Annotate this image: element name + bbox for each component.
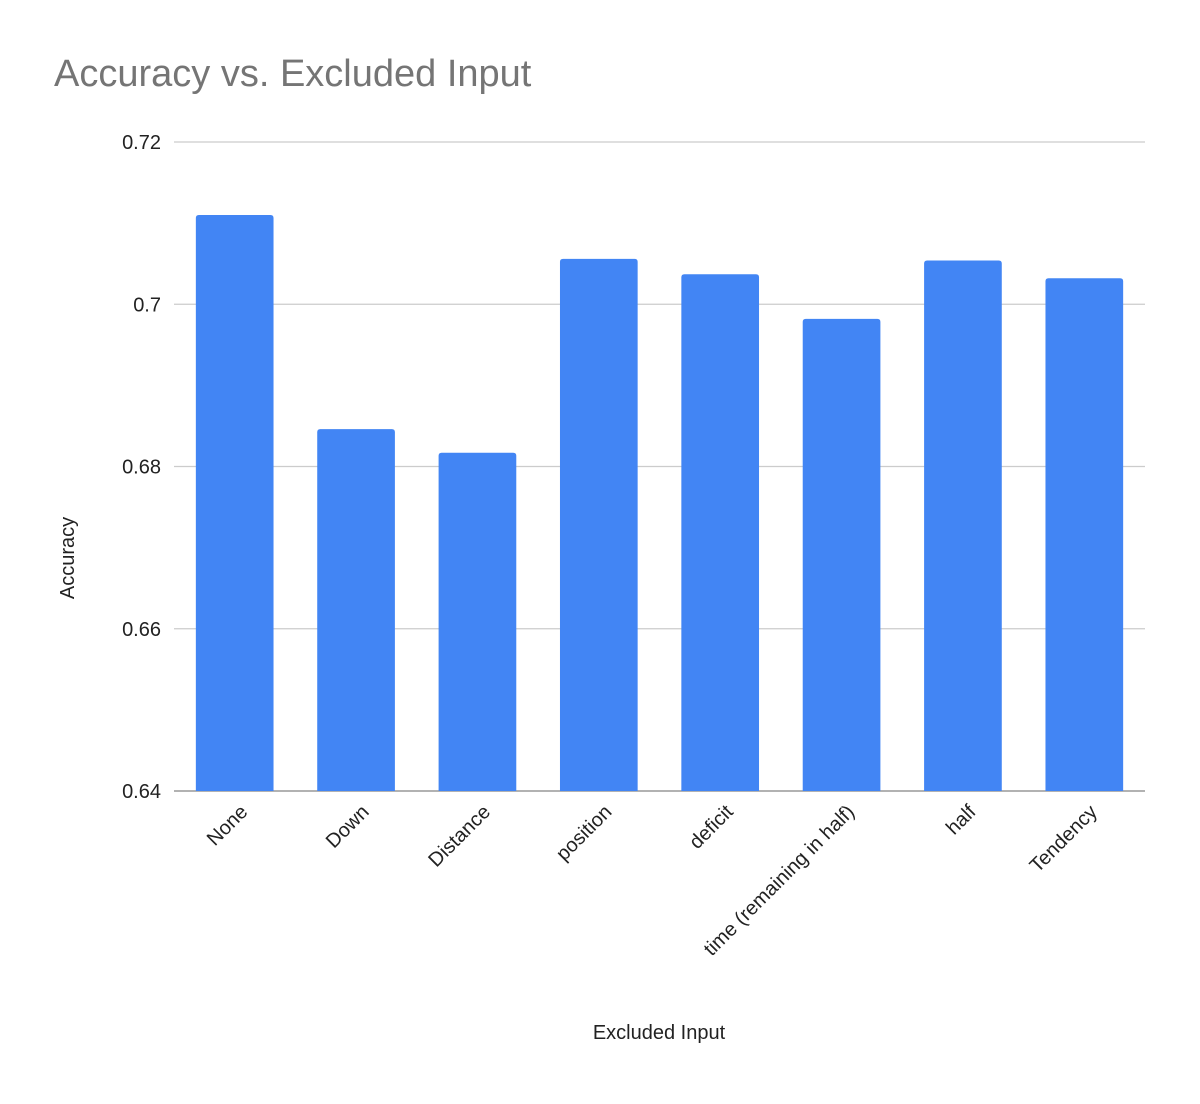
x-tick-label: Tendency — [1026, 801, 1102, 877]
x-tick-label: position — [552, 801, 616, 865]
y-tick-label: 0.64 — [122, 781, 161, 803]
bars — [195, 215, 1124, 791]
y-axis-label: Accuracy — [57, 517, 79, 599]
y-tick-label: 0.72 — [122, 132, 161, 154]
y-axis-ticks: 0.64 0.66 0.68 0.7 0.72 — [122, 132, 161, 803]
chart-title: Accuracy vs. Excluded Input — [54, 53, 532, 95]
bar-position — [559, 258, 638, 791]
x-axis-label: Excluded Input — [593, 1022, 726, 1044]
x-tick-label: deficit — [685, 801, 738, 854]
x-tick-label: Down — [322, 801, 374, 853]
bar-down — [317, 429, 395, 791]
y-tick-label: 0.68 — [122, 457, 161, 479]
x-tick-label: Distance — [424, 801, 495, 872]
bar-time-remaining-in-half — [802, 318, 881, 791]
bar-half — [924, 260, 1002, 791]
bar-none — [195, 215, 274, 791]
x-tick-label: half — [942, 801, 981, 840]
bar-deficit — [681, 274, 760, 791]
bar-tendency — [1045, 278, 1124, 791]
y-tick-label: 0.7 — [133, 294, 161, 316]
bar-distance — [438, 452, 517, 791]
x-tick-label: None — [203, 801, 252, 850]
y-tick-label: 0.66 — [122, 619, 161, 641]
